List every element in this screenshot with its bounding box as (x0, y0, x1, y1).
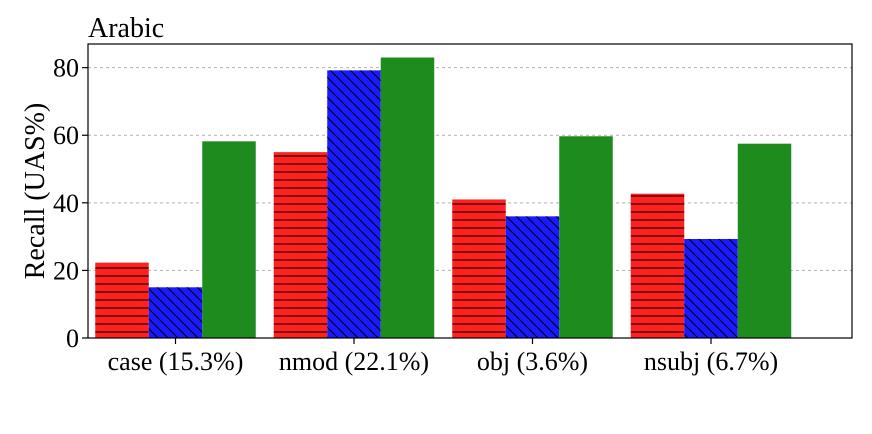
y-tick-label: 20 (53, 256, 79, 285)
y-axis-ticks: 0 20 40 60 80 (53, 54, 88, 353)
bar-hatch (327, 70, 381, 339)
y-tick-label: 0 (66, 324, 79, 353)
y-tick-label: 80 (53, 54, 79, 83)
y-axis-label: Recall (UAS%) (20, 103, 51, 280)
y-tick-label: 60 (53, 121, 79, 150)
bar (380, 57, 435, 338)
x-tick-label: case (15.3%) (108, 347, 244, 376)
bar-hatch (452, 199, 506, 338)
bars (95, 57, 792, 339)
x-tick-label: nmod (22.1%) (279, 347, 429, 376)
x-tick-label: obj (3.6%) (477, 347, 588, 376)
x-tick-label: nsubj (6.7%) (644, 347, 778, 376)
bar-hatch (630, 193, 685, 338)
bar-hatch (273, 152, 328, 338)
y-tick-label: 40 (53, 189, 79, 218)
chart-title: Arabic (88, 13, 164, 44)
bar-hatch (95, 262, 149, 338)
bar (737, 143, 792, 338)
bar-hatch (505, 216, 560, 338)
x-axis-ticks: case (15.3%) nmod (22.1%) obj (3.6%) nsubj … (108, 338, 778, 376)
bar-hatch (148, 287, 203, 338)
plot-frame (87, 43, 853, 339)
bar (202, 141, 256, 338)
bar (559, 136, 613, 338)
bar-hatch (684, 238, 738, 338)
